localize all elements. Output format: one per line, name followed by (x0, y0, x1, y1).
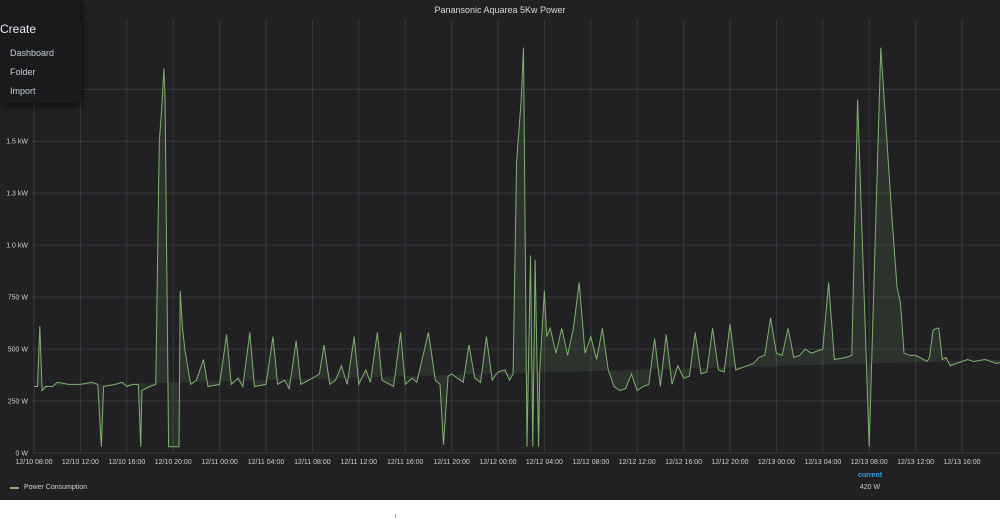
y-tick-label: 750 W (8, 295, 29, 302)
y-tick-label: 1.0 kW (6, 243, 28, 250)
menu-item-dashboard[interactable]: Dashboard (10, 48, 55, 58)
x-tick-label: 12/11 04:00 (248, 459, 285, 466)
x-axis-labels: 12/10 08:00 12/10 12:00 12/10 16:00 12/10 2… (16, 459, 981, 466)
series-line (34, 47, 1000, 448)
x-tick-label: 12/12 20:00 (712, 459, 749, 466)
y-tick-label: 250 W (8, 399, 29, 406)
series-area (34, 47, 1000, 447)
x-tick-label: 12/13 00:00 (758, 459, 795, 466)
x-tick-label: 12/13 16:00 (944, 459, 981, 466)
x-tick-label: 12/10 08:00 (16, 459, 53, 466)
y-tick-label: 500 W (8, 347, 29, 354)
x-tick-label: 12/11 16:00 (387, 459, 424, 466)
legend-color-swatch[interactable] (10, 486, 19, 489)
x-tick-label: 12/13 08:00 (851, 459, 888, 466)
x-tick-label: 12/10 12:00 (62, 459, 99, 466)
x-tick-label: 12/12 04:00 (526, 459, 563, 466)
x-tick-label: 12/12 12:00 (619, 459, 656, 466)
x-tick-label: 12/12 00:00 (480, 459, 517, 466)
x-tick-label: 12/13 04:00 (804, 459, 841, 466)
x-tick-label: 12/11 20:00 (433, 459, 470, 466)
menu-item-folder[interactable]: Folder (10, 67, 36, 77)
cursor-mark (395, 514, 396, 518)
y-tick-label: 0 W (16, 451, 29, 458)
create-menu: Create Dashboard Folder Import (0, 0, 80, 103)
y-tick-label: 1.5 kW (6, 139, 28, 146)
y-tick-label: 1.3 kW (6, 191, 28, 198)
y-gridlines (32, 88, 1000, 454)
menu-item-import[interactable]: Import (10, 86, 36, 96)
legend: Power Consumption (10, 484, 87, 491)
x-tick-label: 12/12 08:00 (572, 459, 609, 466)
graph-panel: Panansonic Aquarea 5Kw Power 0 W 250 W 500… (0, 0, 1000, 500)
x-tick-label: 12/13 12:00 (897, 459, 934, 466)
create-menu-title: Create (0, 22, 37, 36)
legend-series-name[interactable]: Power Consumption (24, 484, 88, 491)
panel-title[interactable]: Panansonic Aquarea 5Kw Power (434, 5, 566, 15)
x-tick-label: 12/12 16:00 (665, 459, 702, 466)
x-tick-label: 12/10 20:00 (155, 459, 192, 466)
x-tick-label: 12/10 16:00 (108, 459, 145, 466)
legend-current-header[interactable]: current (857, 472, 883, 479)
legend-current-value: 420 W (859, 484, 881, 491)
x-tick-label: 12/11 12:00 (341, 459, 378, 466)
x-tick-label: 12/11 00:00 (201, 459, 238, 466)
legend-stats: current 420 W (850, 472, 890, 491)
x-tick-label: 12/11 08:00 (294, 459, 331, 466)
x-gridlines (33, 20, 963, 453)
